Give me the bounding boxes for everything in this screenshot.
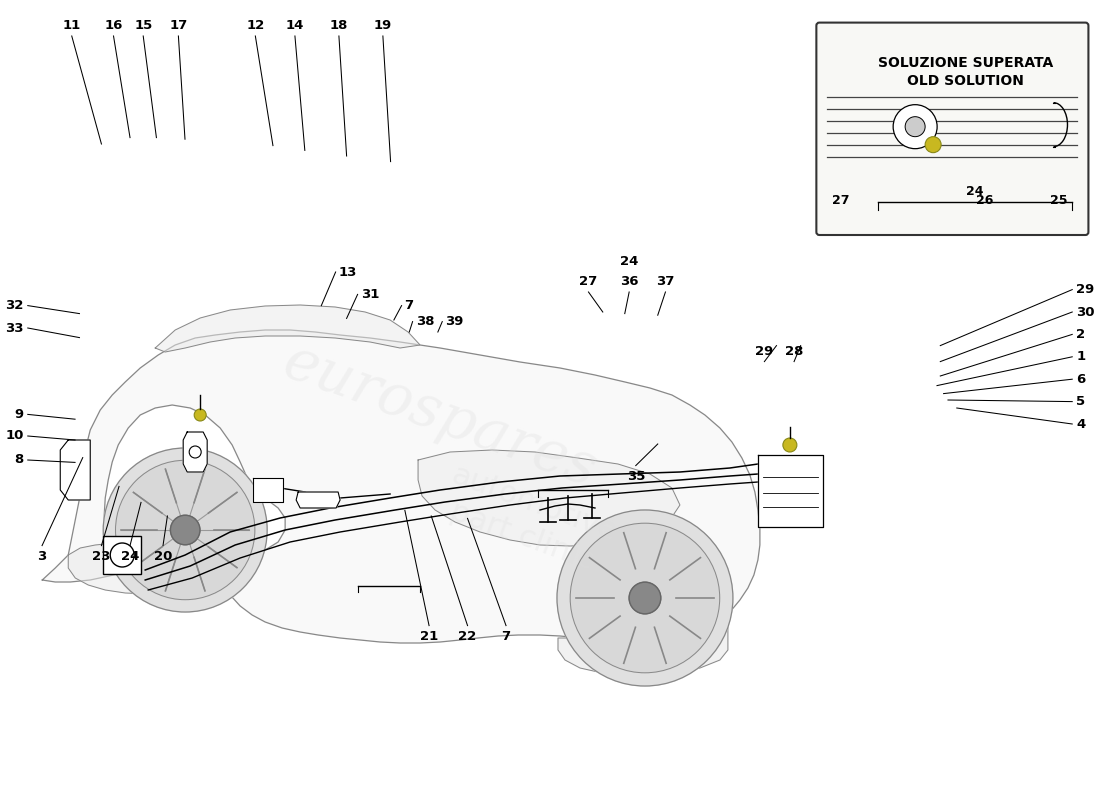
Text: 16: 16 [104,19,123,32]
Text: 32: 32 [6,299,24,312]
Text: 33: 33 [6,322,24,334]
Text: 23: 23 [92,550,111,562]
Circle shape [905,117,925,137]
Text: 13: 13 [339,266,358,278]
Polygon shape [42,330,760,643]
Text: 8: 8 [14,454,24,466]
Text: 21: 21 [420,630,438,642]
Text: eurospares: eurospares [275,333,605,499]
Text: 27: 27 [832,194,849,206]
Text: 35: 35 [627,470,645,482]
Polygon shape [296,492,340,508]
Polygon shape [558,605,728,674]
Text: 3: 3 [37,550,46,562]
Polygon shape [184,432,207,472]
Circle shape [893,105,937,149]
Text: 18: 18 [330,19,348,32]
Text: 30: 30 [1076,306,1094,318]
Text: 37: 37 [657,275,674,288]
Text: 28: 28 [785,345,803,358]
Text: SOLUZIONE SUPERATA: SOLUZIONE SUPERATA [878,56,1054,70]
Circle shape [195,409,206,421]
Text: OLD SOLUTION: OLD SOLUTION [908,74,1024,88]
Text: 4: 4 [1076,418,1086,430]
Text: 2: 2 [1076,328,1086,341]
Text: 29: 29 [1076,283,1094,296]
Text: 24: 24 [121,550,140,562]
Text: 6: 6 [1076,373,1086,386]
Polygon shape [758,455,823,527]
Text: 7: 7 [405,299,414,312]
Text: 5: 5 [1076,395,1086,408]
Polygon shape [60,440,90,500]
Circle shape [557,510,733,686]
Text: 20: 20 [154,550,173,562]
Circle shape [170,515,200,545]
Text: 22: 22 [459,630,476,642]
Circle shape [116,460,255,600]
FancyBboxPatch shape [103,536,141,574]
Text: 29: 29 [756,345,773,358]
Text: 36: 36 [620,275,638,288]
Text: 31: 31 [361,288,379,301]
Text: 10: 10 [6,430,24,442]
Circle shape [629,582,661,614]
Text: 26: 26 [976,194,993,206]
Text: automotive
part clinic: automotive part clinic [436,461,620,579]
Text: 19: 19 [374,19,392,32]
Text: 12: 12 [246,19,264,32]
Circle shape [570,523,719,673]
Text: 27: 27 [580,275,597,288]
Circle shape [110,543,134,567]
Text: 14: 14 [286,19,304,32]
Circle shape [103,448,267,612]
Text: 24: 24 [966,185,983,198]
Text: 1: 1 [1076,350,1086,363]
Text: 9: 9 [14,408,24,421]
Text: 38: 38 [416,315,434,328]
Polygon shape [68,542,218,594]
Circle shape [783,438,796,452]
Polygon shape [155,305,420,352]
Text: 15: 15 [134,19,152,32]
Text: 11: 11 [63,19,81,32]
Text: 24: 24 [620,255,638,268]
Circle shape [189,446,201,458]
Text: 7: 7 [502,630,510,642]
Polygon shape [253,478,283,502]
Text: 39: 39 [446,315,463,328]
FancyBboxPatch shape [816,22,1088,235]
Text: 25: 25 [1050,194,1068,206]
Polygon shape [418,450,680,546]
Text: 17: 17 [169,19,187,32]
Circle shape [925,137,942,153]
